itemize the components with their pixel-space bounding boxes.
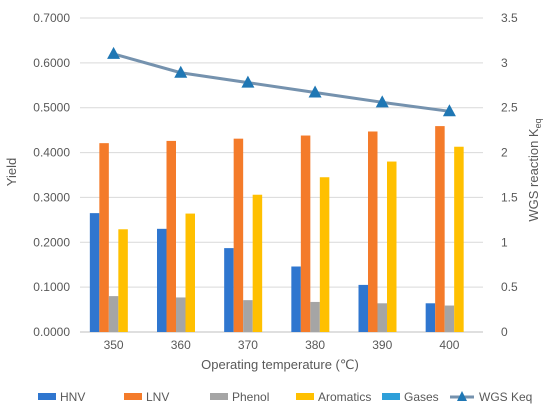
y-axis-right-title-sub: eq	[533, 118, 543, 128]
x-tick-label: 350	[104, 338, 124, 352]
legend-label: Phenol	[232, 390, 269, 404]
y-right-tick-label: 0	[501, 325, 508, 339]
y-tick-label: 0.2000	[33, 235, 70, 249]
x-tick-label: 360	[171, 338, 191, 352]
bar-hnv	[291, 266, 301, 332]
bar-lnv	[99, 143, 109, 332]
bar-phenol	[108, 296, 119, 332]
point-wgs-keq	[308, 85, 322, 98]
bar-aromatics	[387, 161, 397, 332]
bar-phenol	[377, 303, 387, 332]
bar-lnv	[300, 135, 311, 332]
bar-hnv	[425, 303, 436, 332]
x-axis-title: Operating temperature (℃)	[201, 357, 359, 372]
y-tick-label: 0.5000	[33, 101, 70, 115]
y-tick-label: 0.0000	[33, 325, 70, 339]
bar-phenol	[310, 301, 320, 332]
bar-aromatics	[252, 194, 263, 332]
legend-label: LNV	[146, 390, 169, 404]
bar-phenol	[444, 305, 455, 332]
y-right-tick-label: 2	[501, 146, 508, 160]
legend-swatch	[382, 393, 400, 400]
bar-phenol	[176, 297, 186, 332]
bar-hnv	[157, 228, 167, 332]
bar-lnv	[435, 126, 445, 332]
legend-swatch	[38, 393, 56, 400]
legend-swatch	[210, 393, 228, 400]
line-wgs-keq	[113, 52, 450, 113]
x-tick-label: 390	[372, 338, 392, 352]
x-tick-label: 370	[238, 338, 258, 352]
y-axis-left-ticks: 0.0000 0.1000 0.2000 0.3000 0.4000 0.5000 0.60…	[33, 11, 70, 339]
gridlines	[80, 17, 483, 333]
y-tick-label: 0.4000	[33, 146, 70, 160]
y-axis-right-ticks: 0 0.5 1 1.5 2 2.5 3 3.5	[501, 11, 518, 339]
bar-phenol	[243, 300, 253, 332]
legend-swatch	[296, 393, 314, 400]
y-right-tick-label: 3.5	[501, 11, 518, 25]
bar-lnv	[368, 131, 378, 332]
y-right-tick-label: 0.5	[501, 280, 518, 294]
bar-group	[89, 126, 464, 332]
y-axis-right-title: WGS reaction Keq	[526, 118, 543, 221]
bar-aromatics	[118, 229, 128, 332]
y-tick-label: 0.7000	[33, 11, 70, 25]
y-right-tick-label: 1.5	[501, 190, 518, 204]
legend: HNV LNV Phenol Aromatics Gases WGS Keq	[38, 390, 532, 404]
bar-lnv	[166, 140, 176, 332]
point-wgs-keq	[442, 104, 456, 117]
legend-label: Aromatics	[318, 390, 371, 404]
bar-lnv	[233, 138, 244, 332]
legend-label: WGS Keq	[479, 390, 532, 404]
bar-aromatics	[185, 213, 195, 332]
legend-marker	[457, 391, 467, 401]
y-right-tick-label: 2.5	[501, 101, 518, 115]
legend-label: Gases	[404, 390, 439, 404]
bar-hnv	[224, 248, 234, 332]
y-axis-right-title-main: WGS reaction K	[526, 128, 541, 222]
y-tick-label: 0.1000	[33, 280, 70, 294]
line-series-group	[107, 46, 456, 117]
y-tick-label: 0.6000	[33, 56, 70, 70]
legend-swatch	[124, 393, 142, 400]
point-wgs-keq	[107, 46, 121, 59]
y-tick-label: 0.3000	[33, 190, 70, 204]
x-tick-label: 400	[439, 338, 459, 352]
bar-aromatics	[454, 146, 464, 332]
y-right-tick-label: 1	[501, 235, 508, 249]
bar-hnv	[89, 213, 100, 332]
point-wgs-keq	[241, 75, 255, 88]
y-right-tick-label: 3	[501, 56, 508, 70]
y-axis-left-title: Yield	[4, 158, 19, 186]
x-tick-label: 380	[305, 338, 325, 352]
bar-aromatics	[319, 177, 330, 332]
point-wgs-keq	[375, 95, 389, 108]
point-wgs-keq	[174, 65, 188, 78]
legend-label: HNV	[60, 390, 85, 404]
x-axis-ticks: 350 360 370 380 390 400	[104, 338, 460, 352]
bar-hnv	[358, 284, 368, 332]
